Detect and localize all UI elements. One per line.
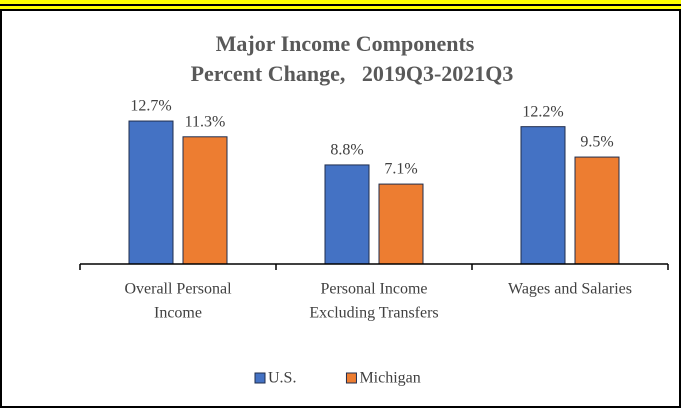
- x-tick-label: Overall Personal: [124, 281, 232, 298]
- x-tick-label: Excluding Transfers: [309, 305, 438, 322]
- x-tick-label: Wages and Salaries: [508, 281, 632, 298]
- legend-label: U.S.: [268, 370, 296, 387]
- x-tick-label: Personal Income: [320, 281, 427, 298]
- bar: [182, 136, 228, 265]
- data-label: 9.5%: [580, 134, 613, 151]
- x-tick-label: Income: [154, 305, 202, 322]
- legend-swatch: [345, 372, 357, 384]
- bar: [574, 156, 620, 265]
- bar: [378, 183, 424, 265]
- data-label: 12.2%: [522, 103, 563, 120]
- bar: [128, 120, 174, 265]
- legend-label: Michigan: [359, 370, 420, 387]
- data-label: 8.8%: [330, 142, 363, 159]
- bar: [324, 164, 370, 265]
- data-label: 11.3%: [185, 113, 226, 130]
- chart-title: Major Income Components: [216, 31, 475, 56]
- chart-title: Percent Change, 2019Q3-2021Q3: [191, 61, 514, 86]
- data-label: 7.1%: [384, 161, 417, 178]
- legend-swatch: [254, 372, 266, 384]
- bar: [520, 126, 566, 265]
- stripe-line: [0, 4, 681, 6]
- data-label: 12.7%: [130, 98, 171, 115]
